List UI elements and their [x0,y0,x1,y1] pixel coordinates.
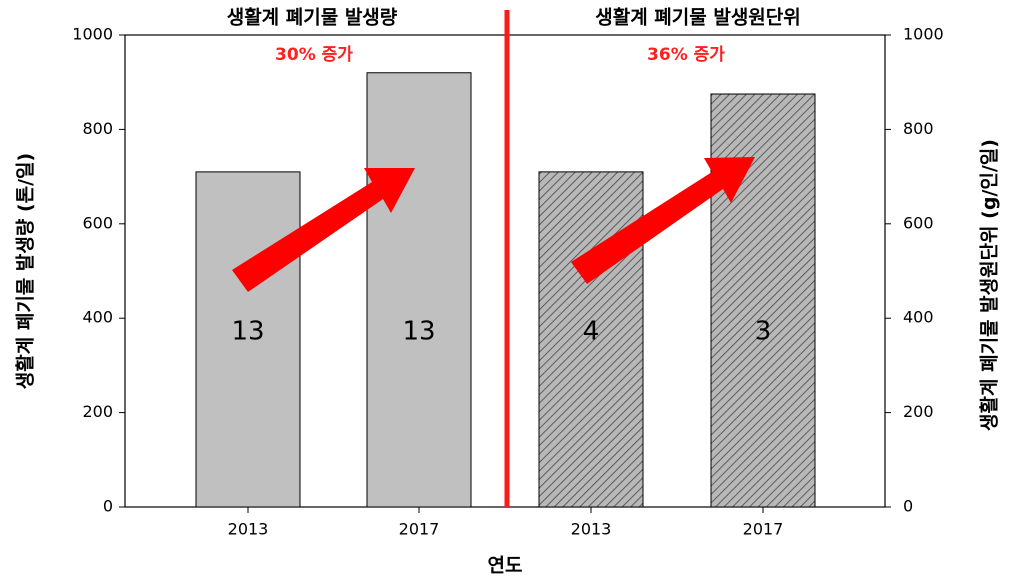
y2-axis-label: 생활계 폐기물 발생원단위 (g/인/일) [979,139,1001,431]
marks [195,72,816,508]
bar [195,171,301,508]
y2-tick-label: 400 [903,308,934,327]
y-tick-label: 200 [82,402,113,421]
y2-tick-label: 1000 [903,25,944,44]
y-tick-label: 800 [82,119,113,138]
bar-text: 13 [231,317,264,347]
y-axis-label: 생활계 폐기물 발생량 (톤/일) [15,153,37,389]
arrow [232,168,415,292]
y2-tick-label: 600 [903,213,934,232]
y-tick-label: 600 [82,213,113,232]
bar-text: 13 [402,317,435,347]
y-tick-label: 400 [82,308,113,327]
bar [366,72,472,508]
annotation: 30% 증가 [275,45,353,65]
x-tick-label: 2017 [743,520,784,539]
y-tick-label: 1000 [72,25,113,44]
y-tick-label: 0 [103,497,113,516]
x-tick-label: 2017 [399,520,440,539]
annotation: 36% 증가 [647,45,725,65]
bar [710,93,816,508]
y2-tick-label: 0 [903,497,913,516]
panel-title: 생활계 폐기물 발생원단위 [595,7,801,29]
y2-tick-label: 800 [903,119,934,138]
x-axis-label: 연도 [488,555,523,577]
y2-tick-label: 200 [903,402,934,421]
panel-title: 생활계 폐기물 발생량 [227,7,398,29]
arrow [571,157,755,284]
bar-text: 3 [755,317,772,347]
bar-text: 4 [583,317,600,347]
x-tick-label: 2013 [571,520,612,539]
x-tick-label: 2013 [228,520,269,539]
